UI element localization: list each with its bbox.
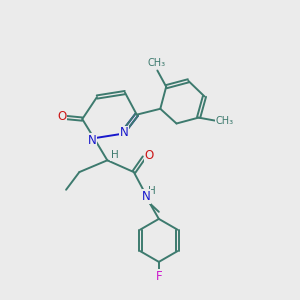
Text: H: H xyxy=(111,150,119,160)
Text: F: F xyxy=(155,269,162,283)
Text: CH₃: CH₃ xyxy=(148,58,166,68)
Text: O: O xyxy=(57,110,66,123)
Text: O: O xyxy=(145,149,154,162)
Text: N: N xyxy=(88,134,96,147)
Text: N: N xyxy=(120,126,128,139)
Text: H: H xyxy=(148,186,156,196)
Text: N: N xyxy=(142,190,151,203)
Text: CH₃: CH₃ xyxy=(215,116,233,126)
